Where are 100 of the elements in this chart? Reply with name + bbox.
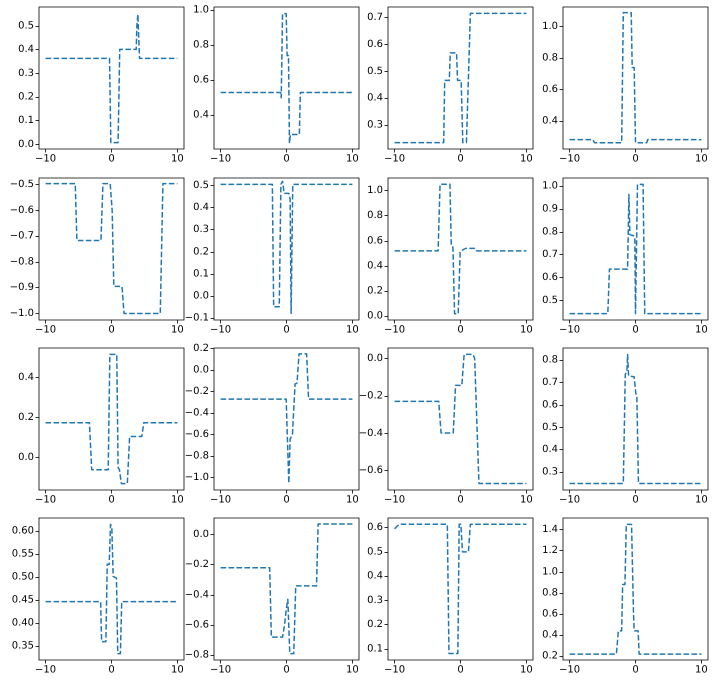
- x-tick-label: 10: [171, 494, 184, 506]
- x-tick-label: −10: [210, 324, 231, 336]
- y-tick-label: −0.2: [184, 386, 209, 397]
- y-tick-label: 0.2: [192, 246, 209, 257]
- y-tick-label: −1.0: [184, 472, 209, 484]
- y-tick-label: −0.2: [359, 390, 384, 402]
- x-tick-label: 0: [458, 154, 464, 165]
- y-tick-label: −0.8: [10, 256, 34, 268]
- x-tick-label: 10: [171, 154, 184, 165]
- y-tick-label: −0.4: [359, 428, 384, 439]
- y-tick-label: 0.2: [367, 285, 384, 296]
- line-series: [394, 183, 528, 314]
- y-tick-label: 0.0: [367, 352, 384, 364]
- y-tick-label: 0.6: [542, 608, 558, 620]
- y-tick-label: 0.5: [367, 66, 384, 78]
- x-tick-label: −10: [384, 494, 406, 506]
- x-tick-label: 10: [695, 154, 708, 165]
- y-tick-label: 0.5: [18, 20, 34, 32]
- x-tick-label: −10: [384, 324, 406, 336]
- line-series: [44, 182, 178, 314]
- x-tick-label: −10: [210, 664, 231, 676]
- y-tick-label: 1.4: [542, 524, 558, 536]
- x-tick-label: 0: [458, 664, 464, 676]
- line-series: [394, 524, 528, 654]
- y-tick-label: 0.2: [367, 619, 384, 630]
- y-tick-label: −0.2: [184, 559, 209, 570]
- x-tick-label: 10: [171, 324, 184, 336]
- y-tick-label: 0.4: [192, 202, 209, 213]
- y-tick-label: 0.2: [18, 412, 34, 423]
- y-tick-label: −0.5: [10, 178, 34, 190]
- y-tick-label: 0.2: [192, 342, 209, 354]
- line-series: [568, 12, 702, 144]
- line-series: [220, 523, 353, 655]
- y-tick-label: 0.1: [18, 115, 34, 126]
- x-tick-label: 0: [108, 324, 115, 336]
- line-series: [220, 353, 353, 484]
- y-tick-label: 0.8: [542, 588, 558, 599]
- y-tick-label: 1.0: [542, 566, 558, 578]
- y-tick-label: −0.4: [184, 590, 209, 601]
- x-tick-label: 0: [283, 664, 290, 676]
- y-tick-label: 0.6: [542, 399, 558, 410]
- y-tick-label: 0.4: [542, 116, 558, 127]
- y-tick-label: 0.8: [542, 52, 558, 64]
- y-tick-label: 0.0: [18, 452, 34, 463]
- y-tick-label: 1.0: [367, 184, 384, 196]
- x-tick-label: 0: [632, 324, 639, 336]
- x-tick-label: 0: [632, 664, 639, 676]
- y-tick-label: 0.7: [367, 12, 384, 24]
- x-tick-label: −10: [384, 154, 406, 165]
- y-tick-label: −0.7: [10, 230, 34, 242]
- y-tick-label: −0.8: [184, 450, 209, 462]
- y-tick-label: 0.5: [367, 546, 384, 558]
- y-tick-label: 0.0: [367, 310, 384, 322]
- x-tick-label: 10: [520, 664, 534, 676]
- y-tick-label: 0.1: [367, 644, 384, 655]
- x-tick-label: 10: [695, 494, 708, 506]
- x-tick-label: −10: [210, 494, 231, 506]
- y-tick-label: 0.4: [18, 372, 34, 383]
- y-tick-label: 0.55: [12, 548, 34, 560]
- y-tick-label: 1.0: [192, 4, 209, 16]
- x-tick-label: 0: [283, 154, 290, 165]
- line-series: [568, 354, 702, 484]
- y-tick-label: 0.8: [367, 210, 384, 221]
- x-tick-label: 0: [108, 664, 115, 676]
- y-tick-label: 0.7: [542, 248, 558, 260]
- x-tick-label: 10: [695, 664, 708, 676]
- line-series: [44, 354, 178, 484]
- y-tick-label: 0.8: [192, 40, 209, 51]
- y-tick-label: 0.8: [542, 226, 558, 237]
- y-tick-label: −0.6: [184, 620, 209, 631]
- y-tick-label: 0.5: [192, 180, 209, 191]
- y-tick-label: 0.4: [367, 260, 384, 272]
- y-tick-label: 0.8: [542, 354, 558, 366]
- y-tick-label: 0.0: [192, 529, 209, 540]
- y-tick-label: 0.1: [192, 268, 209, 279]
- x-tick-label: 0: [283, 324, 290, 336]
- y-tick-label: 0.3: [367, 595, 384, 606]
- x-tick-label: 0: [632, 494, 639, 506]
- x-tick-label: 10: [520, 154, 534, 165]
- y-tick-label: 0.4: [367, 570, 384, 582]
- y-tick-label: 0.0: [192, 364, 209, 376]
- line-series: [394, 12, 528, 144]
- y-tick-label: 0.3: [542, 466, 558, 478]
- line-series: [568, 524, 702, 656]
- y-tick-label: 0.60: [12, 526, 34, 537]
- x-tick-label: 10: [520, 494, 534, 506]
- x-tick-label: 10: [695, 324, 708, 336]
- y-tick-label: 0.2: [542, 650, 558, 662]
- x-tick-label: −10: [35, 324, 56, 336]
- x-tick-label: −10: [559, 154, 580, 165]
- x-tick-label: 0: [632, 154, 639, 165]
- y-tick-label: 0.3: [18, 68, 34, 80]
- y-tick-label: 1.2: [542, 545, 558, 556]
- line-series: [394, 354, 528, 484]
- line-series: [44, 524, 178, 655]
- y-tick-label: 1.0: [542, 22, 558, 33]
- y-tick-label: 0.6: [542, 272, 558, 283]
- x-tick-label: 0: [108, 494, 115, 506]
- x-tick-label: 10: [171, 664, 184, 676]
- y-tick-label: 0.3: [367, 120, 384, 131]
